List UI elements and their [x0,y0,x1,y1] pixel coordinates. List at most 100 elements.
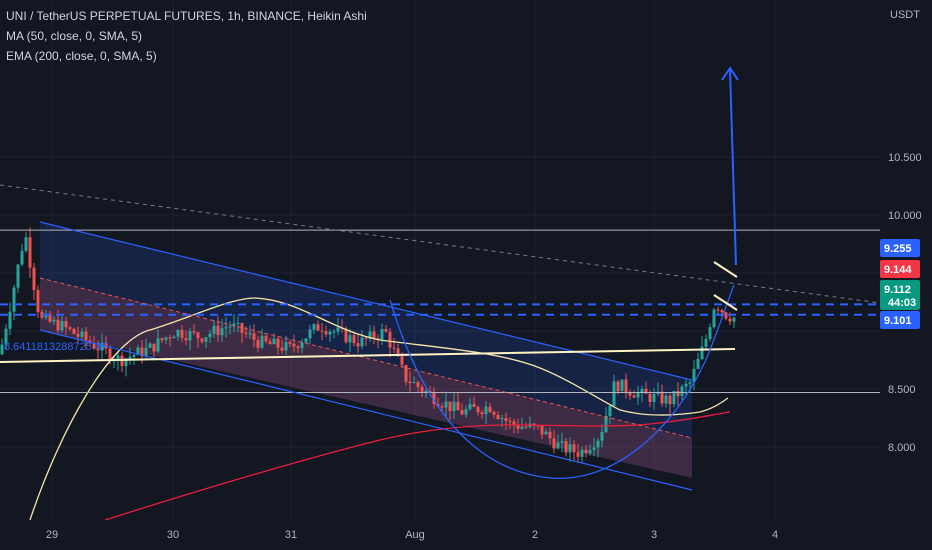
candle-body [96,348,100,351]
candle-body [424,391,428,393]
ma50-line [29,297,729,521]
candle-body [268,341,272,345]
channel-fill-upper [40,222,692,478]
candle-body [644,388,648,394]
candle-body [56,319,60,331]
candle-body [176,329,180,337]
candle-body [540,425,544,435]
time-tick-label: 2 [532,529,538,541]
candle-body [320,330,324,332]
candle-body [248,333,252,335]
candle-body [16,264,20,288]
candle-body [8,311,12,329]
candle-body [404,365,408,382]
candle-body [200,338,204,342]
candle-body [680,386,684,397]
candle-body [308,329,312,339]
time-axis[interactable]: 29 30 31 Aug 2 3 4 [0,520,880,550]
candle-body [564,441,568,453]
candle-countdown: 44:03 [888,297,916,309]
candle-body [44,314,48,318]
candle-body [368,331,372,339]
price-tag-bg [880,239,920,257]
candle-body [484,406,488,415]
candle-body [504,418,508,421]
candle-body [580,449,584,457]
candle-body [48,314,52,322]
candle-body [256,339,260,348]
candle-body [328,331,332,335]
candle-body [448,401,452,412]
candle-body [148,343,152,348]
price-tag-label: 9.144 [884,264,912,276]
candle-body [420,386,424,392]
candle-body [220,328,224,336]
candle-body [500,418,504,420]
candle-body [160,338,164,341]
candle-body [524,426,528,428]
channel-fill-lower [40,278,692,478]
candle-body [76,334,80,337]
candle-body [236,323,240,325]
cup-curve [389,284,735,479]
candle-body [516,425,520,429]
time-tick-label: 31 [285,529,297,541]
candle-body [304,338,308,343]
candle-body [672,390,676,405]
price-tick-label: 10.500 [888,152,922,164]
candle-body [224,327,228,329]
candle-body [512,421,516,426]
candle-body [0,344,4,355]
candle-body [572,444,576,453]
candle-body [476,406,480,413]
candle-body [548,431,552,439]
candle-body [52,319,56,322]
channel-upper-line [39,221,693,381]
candle-body [116,355,120,361]
candle-body [164,337,168,341]
candle-body [508,420,512,422]
candle-body [692,368,696,383]
candle-body [396,348,400,357]
candle-body [432,392,436,405]
candle-body [112,360,116,362]
candle-body [712,309,716,328]
flag-lower-line [713,294,738,311]
chart-legend: UNI / TetherUS PERPETUAL FUTURES, 1h, BI… [6,6,367,66]
price-tag-label: 9.101 [884,315,912,327]
candle-body [216,325,220,336]
candle-body [640,388,644,393]
candle-body [28,237,32,268]
candle-body [264,336,268,342]
price-tag-bg [880,311,920,329]
currency-label: USDT [890,9,920,21]
time-tick-label: 29 [46,529,58,541]
candle-body [552,438,556,449]
candle-body [648,393,652,402]
candle-body [212,325,216,334]
candle-body [440,406,444,408]
candle-body [492,412,496,415]
candle-body [144,347,148,357]
candle-body [588,449,592,454]
time-axis-bg [0,520,880,550]
candle-body [556,442,560,449]
candle-body [408,381,412,384]
price-axis[interactable]: USDT10.50010.0009.5008.5008.0009.2559.14… [880,0,932,550]
candle-body [664,395,668,404]
candle-body [24,237,28,251]
candle-body [128,356,132,359]
candle-body [520,426,524,429]
candle-body [660,391,664,404]
candle-body [72,328,76,335]
candle-body [460,410,464,415]
candle-body [140,347,144,357]
candle-body [188,331,192,341]
candle-body [720,310,724,313]
price-tag-label: 9.255 [884,243,912,255]
candle-body [232,323,236,327]
candle-body [464,409,468,415]
candle-body [620,379,624,392]
candle-body [456,401,460,411]
